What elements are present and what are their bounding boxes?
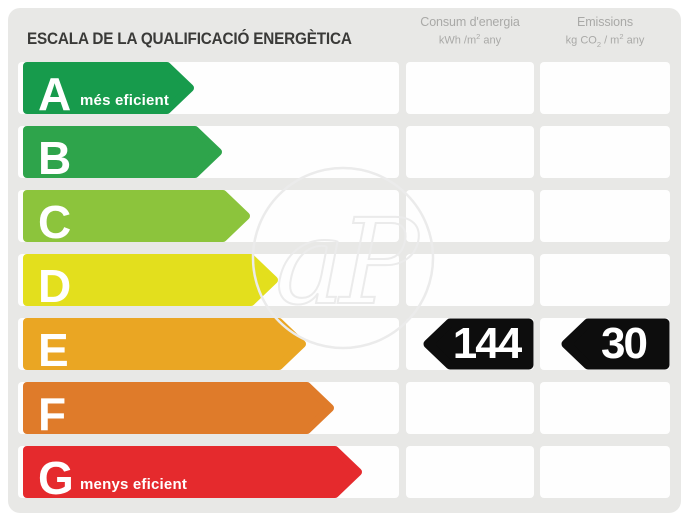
emissions-cell-g [540, 446, 670, 498]
band-arrow-b [23, 126, 222, 178]
emissions-cell-c [540, 190, 670, 242]
consum-cell-a [406, 62, 534, 114]
band-arrow-a [23, 62, 194, 114]
consum-cell-b [406, 126, 534, 178]
scale-row-b: B [8, 126, 681, 184]
energy-scale-card: ESCALA DE LA QUALIFICACIÓ ENERGÈTICA Con… [8, 8, 681, 513]
band-arrow-c [23, 190, 250, 242]
consum-cell-f [406, 382, 534, 434]
consum-value-arrow: 144 [422, 318, 534, 370]
consum-column-unit: kWh /m2 any [438, 32, 502, 47]
emissions-cell-a [540, 62, 670, 114]
emissions-cell-f [540, 382, 670, 434]
emissions-value-arrow-text: 30 [601, 319, 648, 368]
band-label-a: més eficient [80, 92, 170, 109]
emissions-column-unit: kg CO2 / m2 any [565, 32, 645, 49]
emissions-value-arrow-shape [561, 318, 670, 370]
band-letter-e: E [38, 324, 69, 376]
band-letter-g: G [38, 452, 74, 504]
consum-column-title: Consum d'energia [420, 15, 520, 29]
consum-cell-c [406, 190, 534, 242]
band-letter-b: B [38, 132, 72, 184]
emissions-cell-d [540, 254, 670, 306]
page-title: ESCALA DE LA QUALIFICACIÓ ENERGÈTICA [27, 29, 352, 48]
scale-row-f: F [8, 382, 681, 440]
emissions-column-header: Emissions kg CO2 / m2 any [540, 15, 670, 49]
emissions-value-arrow: 30 [560, 318, 670, 370]
consum-cell-g [406, 446, 534, 498]
emissions-cell-b [540, 126, 670, 178]
consum-column-header: Consum d'energia kWh /m2 any [406, 15, 534, 47]
emissions-column-title: Emissions [576, 15, 634, 29]
band-letter-c: C [38, 196, 72, 248]
scale-row-e: E 144 30 [8, 318, 681, 376]
band-letter-a: A [38, 68, 72, 120]
scale-row-d: D [8, 254, 681, 312]
band-arrow-e [23, 318, 306, 370]
band-label-g: menys eficient [80, 476, 188, 493]
consum-cell-d [406, 254, 534, 306]
band-letter-f: F [38, 388, 67, 440]
band-letter-d: D [38, 260, 72, 312]
consum-value-arrow-text: 144 [452, 319, 522, 368]
consum-value-arrow-shape [423, 318, 534, 370]
band-arrow-g [23, 446, 362, 498]
band-arrow-f [23, 382, 334, 434]
scale-row-c: C [8, 190, 681, 248]
